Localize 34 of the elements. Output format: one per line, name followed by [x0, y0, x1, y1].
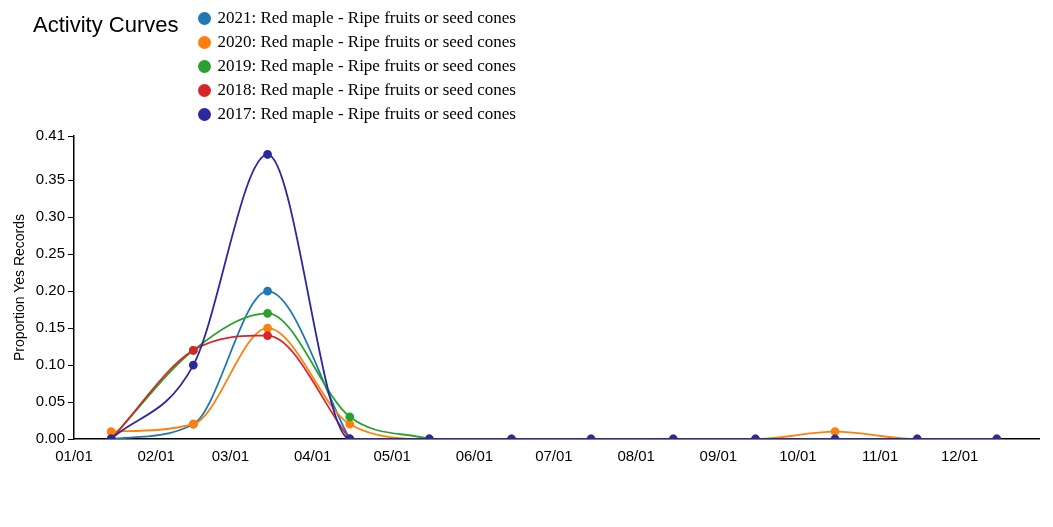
point — [345, 412, 355, 422]
x-tick-label: 09/01 — [699, 447, 738, 465]
x-tick-label: 11/01 — [861, 447, 899, 465]
x-tick-label: 06/01 — [455, 447, 494, 465]
legend-label: 2017: Red maple - Ripe fruits or seed cones — [217, 104, 516, 124]
y-tick-label: 0.25 — [35, 244, 65, 262]
legend-label: 2019: Red maple - Ripe fruits or seed cones — [217, 56, 516, 76]
y-tick-label: 0.05 — [35, 392, 65, 410]
y-axis-title: Proportion Yes Records — [11, 213, 28, 362]
point — [263, 286, 272, 296]
point — [263, 323, 272, 333]
y-tick-label: 0.15 — [35, 318, 65, 336]
x-tick-label: 01/01 — [55, 447, 93, 465]
x-tick-label: 02/01 — [137, 447, 175, 465]
y-tick-label: 0.10 — [35, 355, 65, 373]
point — [263, 308, 272, 318]
x-tick-label: 10/01 — [779, 447, 817, 465]
x-tick-label: 05/01 — [373, 447, 411, 465]
chart-title: Activity Curves — [33, 12, 179, 38]
point — [263, 331, 272, 340]
y-tick-label: 0.35 — [35, 170, 65, 188]
x-tick-label: 08/01 — [617, 447, 655, 465]
legend-label: 2018: Red maple - Ripe fruits or seed cones — [217, 80, 516, 100]
x-tick-label: 07/01 — [535, 447, 573, 465]
y-tick-label: 0.20 — [35, 281, 65, 299]
legend-label: 2020: Red maple - Ripe fruits or seed cones — [217, 32, 516, 52]
x-tick-label: 12/01 — [940, 447, 979, 465]
legend-label: 2021: Red maple - Ripe fruits or seed cones — [217, 8, 516, 28]
x-tick-label: 04/01 — [293, 447, 332, 465]
y-tick-label: 0.41 — [35, 126, 65, 144]
point — [345, 419, 355, 429]
y-tick-label: 0.30 — [35, 207, 65, 225]
y-tick-label: 0.00 — [35, 429, 65, 447]
x-tick-label: 03/01 — [211, 447, 250, 465]
